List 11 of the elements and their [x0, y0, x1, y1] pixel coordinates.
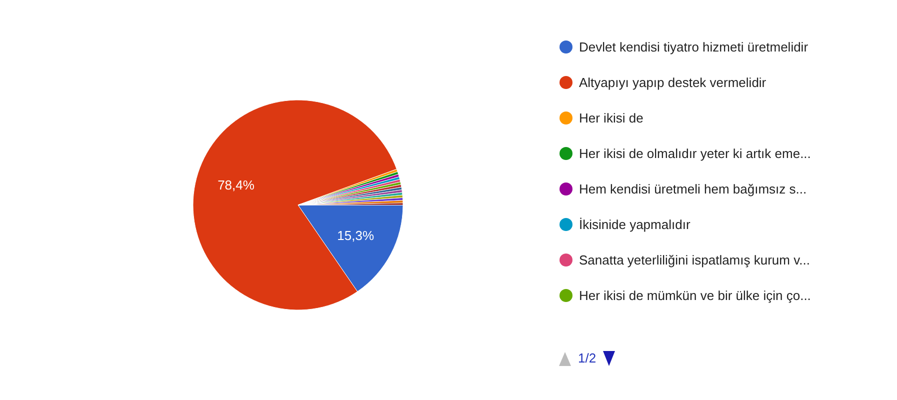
- legend-label: Her ikisi de mümkün ve bir ülke için ço...: [579, 288, 811, 303]
- legend-label: Altyapıyı yapıp destek vermelidir: [579, 75, 767, 90]
- data-label: 78,4%: [218, 178, 255, 193]
- legend-label: İkisinide yapmalıdır: [579, 217, 691, 232]
- legend-label: Her ikisi de: [579, 110, 644, 126]
- legend-label: Devlet kendisi tiyatro hizmeti üretmelidir: [579, 40, 809, 54]
- legend-label: Sanatta yeterliliğini ispatlamış kurum v...: [579, 252, 810, 268]
- legend-label: Her ikisi de olmalıdır yeter ki artık eme...: [579, 146, 811, 161]
- text: 1/2: [578, 350, 596, 366]
- data-label: 15,3%: [337, 228, 374, 243]
- legend-label: Hem kendisi üretmeli hem bağımsız s...: [579, 182, 807, 196]
